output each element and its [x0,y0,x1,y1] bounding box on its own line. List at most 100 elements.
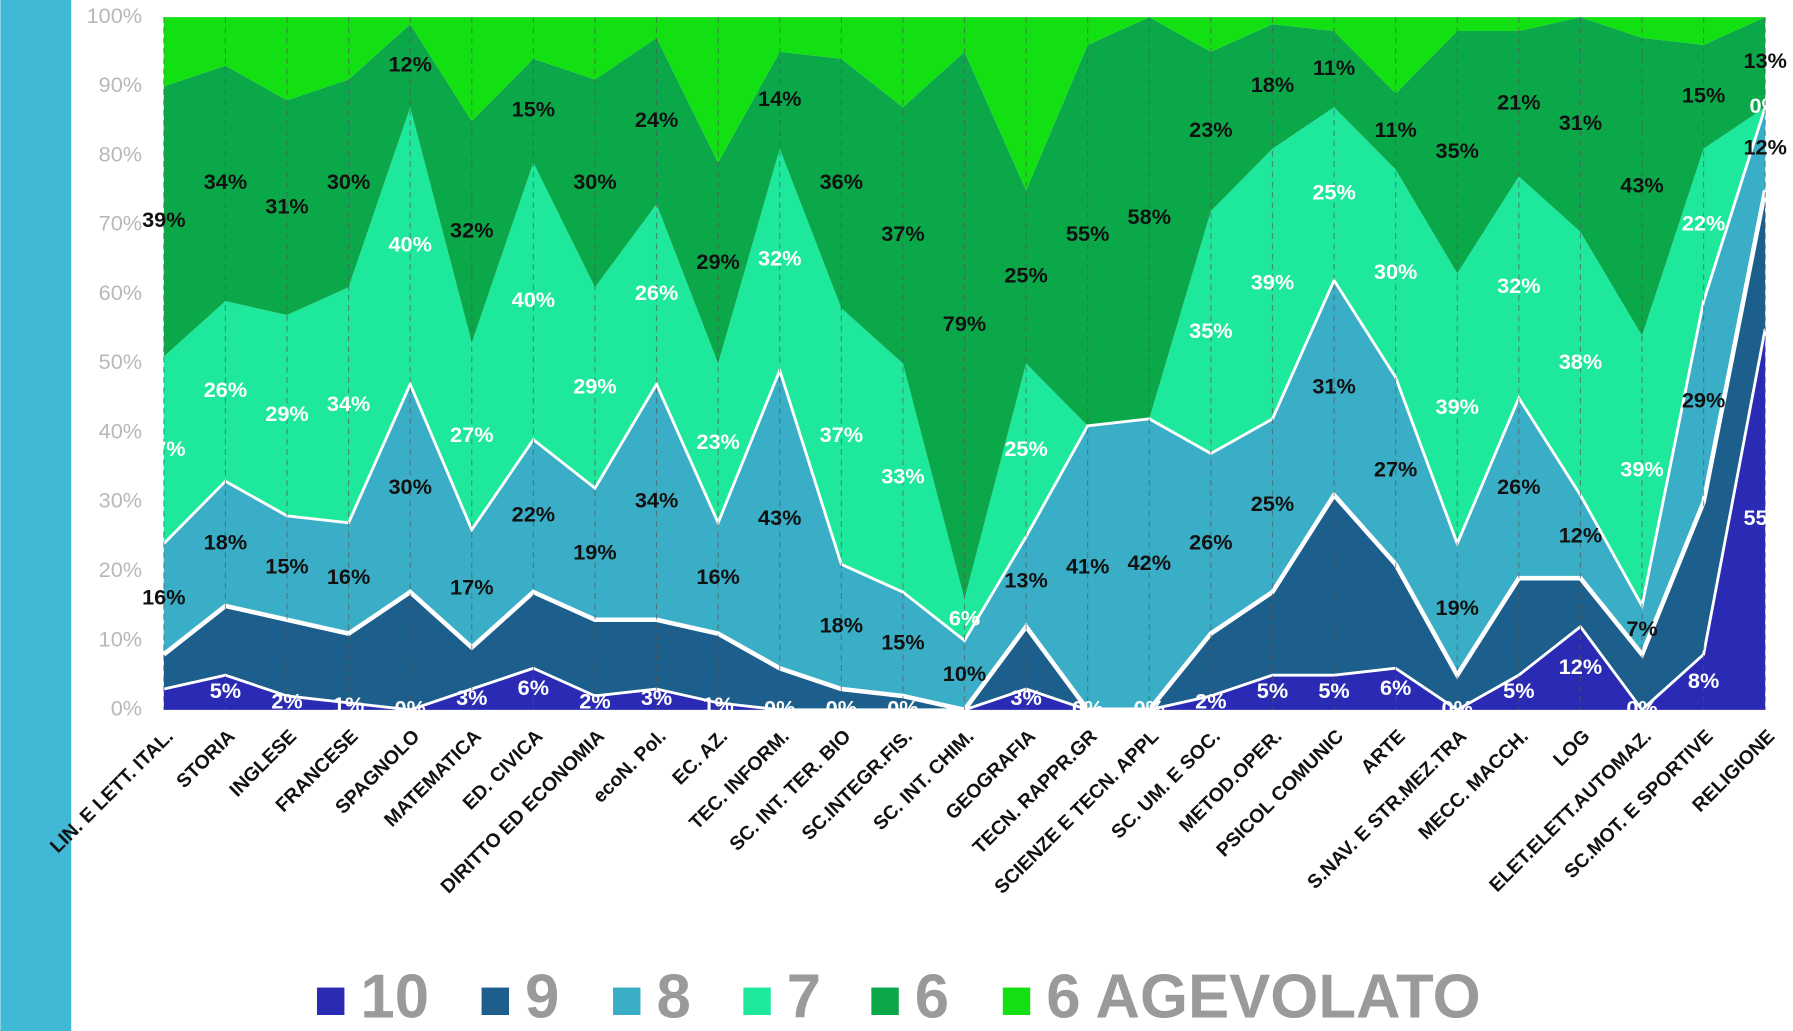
data-label: 16% [696,564,739,589]
data-label: 5% [210,678,241,703]
area [163,17,1766,191]
data-label: 34% [635,488,678,513]
data-label: 21% [1497,89,1540,114]
y-tick-label: 70% [99,211,142,236]
data-label: 39% [1251,270,1294,295]
data-label: 25% [1312,180,1355,205]
legend-label: 6 [915,963,949,1031]
area [163,190,1766,710]
y-tick-label: 40% [99,418,142,443]
data-label: 42% [1128,550,1171,575]
data-label: 24% [635,107,678,132]
data-label: 36% [820,169,863,194]
legend-swatch [316,987,345,1015]
data-label: 3% [1010,685,1041,710]
legend-label: 7 [787,963,821,1031]
data-label: 15% [512,96,555,121]
data-label: 26% [204,377,247,402]
data-label: 29% [1682,387,1725,412]
data-label: 19% [1436,595,1479,620]
data-label: 40% [388,231,431,256]
y-tick-label: 90% [99,72,142,97]
data-label: 39% [1620,457,1663,482]
data-label: 22% [1682,211,1725,236]
y-tick-label: 80% [99,141,142,166]
data-label: 15% [1682,83,1725,108]
data-label: 32% [758,245,801,270]
data-label: 2% [271,689,302,714]
data-label: 55% [1066,221,1109,246]
data-label: 2% [1195,689,1226,714]
data-label: 6% [1380,675,1411,700]
data-label: 30% [1374,259,1417,284]
data-label: 18% [204,529,247,554]
plot: 0%10%20%30%40%50%60%70%80%90%100%5% 2% 1% 0… [46,3,1787,1031]
data-label: 25% [1004,263,1047,288]
data-label: 11% [1313,55,1355,80]
data-label: 34% [327,391,370,416]
data-label: 41% [1066,554,1109,579]
legend-swatch [1002,987,1031,1015]
x-tick-label: SC.INTEGR.FIS. [798,725,917,844]
data-label: 15% [881,630,924,655]
x-tick-label: ARTE [1357,725,1410,778]
data-label: 12% [1559,654,1602,679]
data-label: 1% [333,692,364,717]
data-label: 16% [327,564,370,589]
data-label: 1% [702,692,733,717]
data-label: 6% [518,675,549,700]
data-label: 12% [1743,134,1786,159]
data-label: 12% [1559,522,1602,547]
legend-label: 10 [360,963,429,1031]
data-label: 26% [1497,474,1540,499]
data-label: 13% [1004,567,1047,592]
data-label: 39% [1436,394,1479,419]
boundary-line [162,106,1767,643]
data-label: 2% [579,689,610,714]
data-label: 26% [1189,529,1232,554]
data-label: 29% [265,401,308,426]
data-label: 55% [1743,505,1786,530]
data-label: 34% [204,169,247,194]
data-label: 7% [1626,616,1657,641]
data-label: 32% [450,218,493,243]
data-label: 39% [142,207,185,232]
data-label: 0% [826,696,857,721]
side-panel [0,0,72,1031]
y-tick-label: 0% [111,696,142,721]
data-label: 5% [1503,678,1534,703]
data-label: 32% [1497,273,1540,298]
data-label: 3% [641,685,672,710]
data-label: 22% [512,502,555,527]
data-label: 18% [1251,72,1294,97]
area [163,107,1766,710]
y-tick-label: 50% [99,349,142,374]
data-label: 0% [1072,696,1103,721]
data-label: 12% [388,51,431,76]
data-label: 27% [450,422,493,447]
data-label: 10% [943,661,986,686]
data-label: 14% [758,86,801,111]
data-label: 27% [1374,457,1417,482]
data-label: 23% [1189,117,1232,142]
data-label: 29% [696,249,739,274]
area [163,107,1766,641]
data-label: 13% [1743,48,1786,73]
data-label: 40% [512,287,555,312]
y-tick-label: 10% [99,626,142,651]
data-label: 58% [1128,204,1171,229]
data-label: 19% [573,540,616,565]
data-label: 27% [142,436,185,461]
data-label: 3% [456,685,487,710]
legend-swatch [613,987,641,1015]
legend-label: 9 [525,963,559,1031]
data-label: 29% [573,373,616,398]
data-label: 31% [1559,110,1602,135]
data-label: 18% [820,612,863,637]
data-label: 5% [1318,678,1349,703]
data-label: 30% [327,169,370,194]
legend-swatch [743,987,771,1015]
data-label: 0% [764,696,795,721]
data-label: 0% [395,696,426,721]
